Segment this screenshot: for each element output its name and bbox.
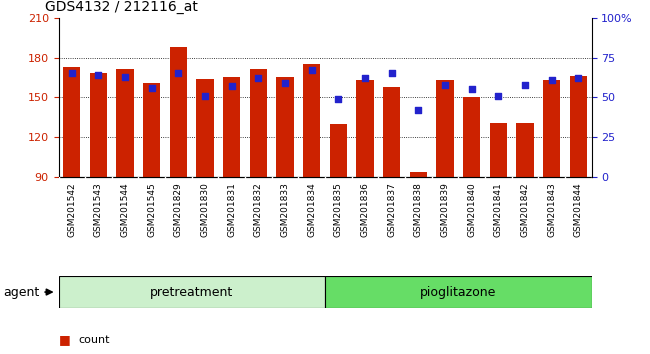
Point (573, 75, 584, 81)
Bar (276, 78, 294, 177)
Text: GSM201829: GSM201829 (174, 182, 183, 237)
Text: GSM201832: GSM201832 (254, 182, 263, 237)
Text: GSM201544: GSM201544 (121, 182, 129, 236)
Point (547, 77, 557, 83)
Text: ■: ■ (58, 333, 70, 346)
Bar (383, 87, 400, 177)
Bar (143, 83, 161, 177)
Text: GSM201543: GSM201543 (94, 182, 103, 237)
Bar (90, 73, 107, 177)
Text: GSM201833: GSM201833 (281, 182, 289, 237)
Point (333, 96, 343, 102)
Text: GSM201545: GSM201545 (148, 182, 156, 237)
Text: GSM201844: GSM201844 (574, 182, 582, 236)
Point (94, 72, 104, 78)
Bar (436, 80, 454, 177)
Point (520, 82, 530, 87)
Text: GSM201838: GSM201838 (414, 182, 422, 237)
Bar (463, 97, 480, 177)
Bar (543, 80, 560, 177)
FancyBboxPatch shape (58, 276, 325, 308)
Point (120, 74, 130, 79)
Point (254, 75, 264, 81)
Point (493, 93, 504, 98)
Text: GSM201831: GSM201831 (227, 182, 236, 237)
Text: GSM201542: GSM201542 (68, 182, 76, 236)
Point (307, 67, 317, 73)
Point (439, 82, 450, 87)
Point (147, 85, 157, 91)
Bar (330, 124, 347, 177)
Bar (303, 64, 320, 177)
Bar (410, 172, 427, 177)
Text: GSM201842: GSM201842 (521, 182, 529, 236)
Bar (569, 76, 587, 177)
Bar (196, 79, 214, 177)
Text: GSM201839: GSM201839 (441, 182, 449, 237)
Bar (489, 122, 507, 177)
Point (413, 107, 424, 113)
FancyBboxPatch shape (325, 276, 592, 308)
Text: pioglitazone: pioglitazone (420, 286, 497, 298)
Point (360, 75, 370, 81)
Bar (250, 69, 267, 177)
Text: GSM201830: GSM201830 (201, 182, 209, 237)
Point (67, 70, 77, 76)
Text: GSM201836: GSM201836 (361, 182, 369, 237)
Point (227, 83, 237, 89)
Point (386, 70, 396, 76)
Text: GDS4132 / 212116_at: GDS4132 / 212116_at (46, 0, 198, 14)
Bar (116, 69, 134, 177)
Text: GSM201841: GSM201841 (494, 182, 502, 237)
Text: GSM201840: GSM201840 (467, 182, 476, 237)
Text: GSM201843: GSM201843 (547, 182, 556, 237)
Bar (516, 122, 534, 177)
Point (200, 93, 211, 98)
Bar (63, 67, 81, 177)
Bar (223, 78, 240, 177)
Bar (170, 47, 187, 177)
Point (173, 70, 184, 76)
Bar (356, 80, 374, 177)
Text: GSM201835: GSM201835 (334, 182, 343, 237)
Text: agent: agent (3, 286, 40, 298)
Text: count: count (78, 335, 109, 345)
Text: GSM201834: GSM201834 (307, 182, 316, 237)
Point (280, 80, 291, 86)
Point (467, 86, 477, 92)
Text: GSM201837: GSM201837 (387, 182, 396, 237)
Text: pretreatment: pretreatment (150, 286, 233, 298)
